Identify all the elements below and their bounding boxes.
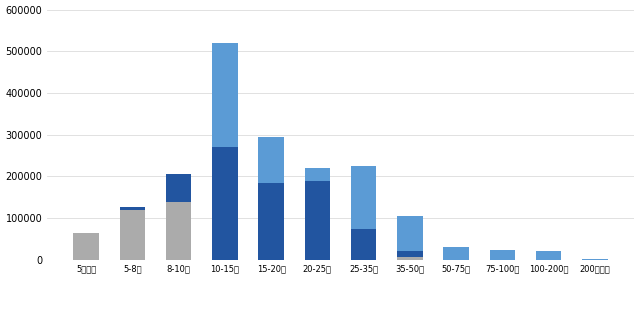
Bar: [120, 210, 145, 260]
Bar: [74, 233, 99, 260]
Bar: [397, 216, 422, 251]
Bar: [212, 43, 237, 147]
Bar: [536, 251, 561, 260]
Bar: [259, 137, 284, 183]
Bar: [305, 168, 330, 181]
Bar: [582, 259, 608, 260]
Bar: [351, 166, 376, 229]
Legend: 合资, 自主, 豪华: 合资, 自主, 豪华: [292, 314, 389, 317]
Bar: [397, 251, 422, 256]
Bar: [259, 183, 284, 260]
Bar: [351, 229, 376, 260]
Bar: [212, 147, 237, 260]
Bar: [120, 206, 145, 210]
Bar: [444, 248, 469, 260]
Bar: [166, 174, 191, 202]
Bar: [397, 256, 422, 260]
Bar: [490, 249, 515, 260]
Bar: [305, 181, 330, 260]
Bar: [166, 202, 191, 260]
